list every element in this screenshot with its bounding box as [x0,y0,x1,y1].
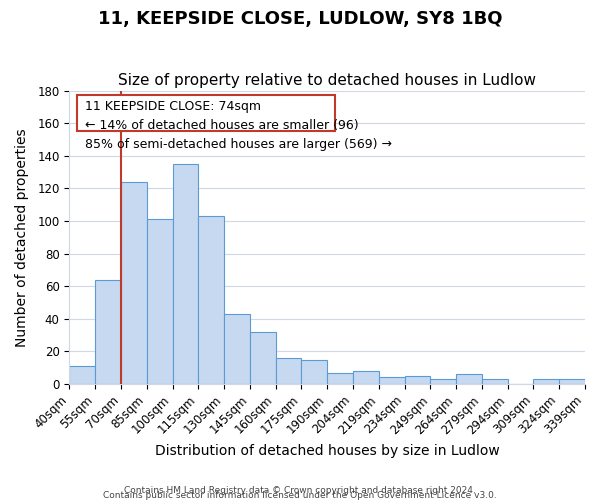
Bar [353,371,379,384]
Bar [456,374,482,384]
Bar [121,182,147,384]
Bar [482,379,508,384]
Bar [559,379,585,384]
Bar [430,379,456,384]
Title: Size of property relative to detached houses in Ludlow: Size of property relative to detached ho… [118,73,536,88]
Text: Contains HM Land Registry data © Crown copyright and database right 2024.: Contains HM Land Registry data © Crown c… [124,486,476,495]
FancyBboxPatch shape [77,96,335,132]
Y-axis label: Number of detached properties: Number of detached properties [15,128,29,346]
Bar [147,220,173,384]
Bar [301,360,327,384]
Bar [224,314,250,384]
Bar [250,332,275,384]
Bar [173,164,199,384]
Bar [404,376,430,384]
Text: 11, KEEPSIDE CLOSE, LUDLOW, SY8 1BQ: 11, KEEPSIDE CLOSE, LUDLOW, SY8 1BQ [98,10,502,28]
Bar [379,378,404,384]
Text: 11 KEEPSIDE CLOSE: 74sqm
← 14% of detached houses are smaller (96)
85% of semi-d: 11 KEEPSIDE CLOSE: 74sqm ← 14% of detach… [85,100,392,150]
Bar [275,358,301,384]
Bar [199,216,224,384]
Bar [70,366,95,384]
Bar [95,280,121,384]
Bar [533,379,559,384]
Text: Contains public sector information licensed under the Open Government Licence v3: Contains public sector information licen… [103,491,497,500]
Bar [327,372,353,384]
X-axis label: Distribution of detached houses by size in Ludlow: Distribution of detached houses by size … [155,444,500,458]
